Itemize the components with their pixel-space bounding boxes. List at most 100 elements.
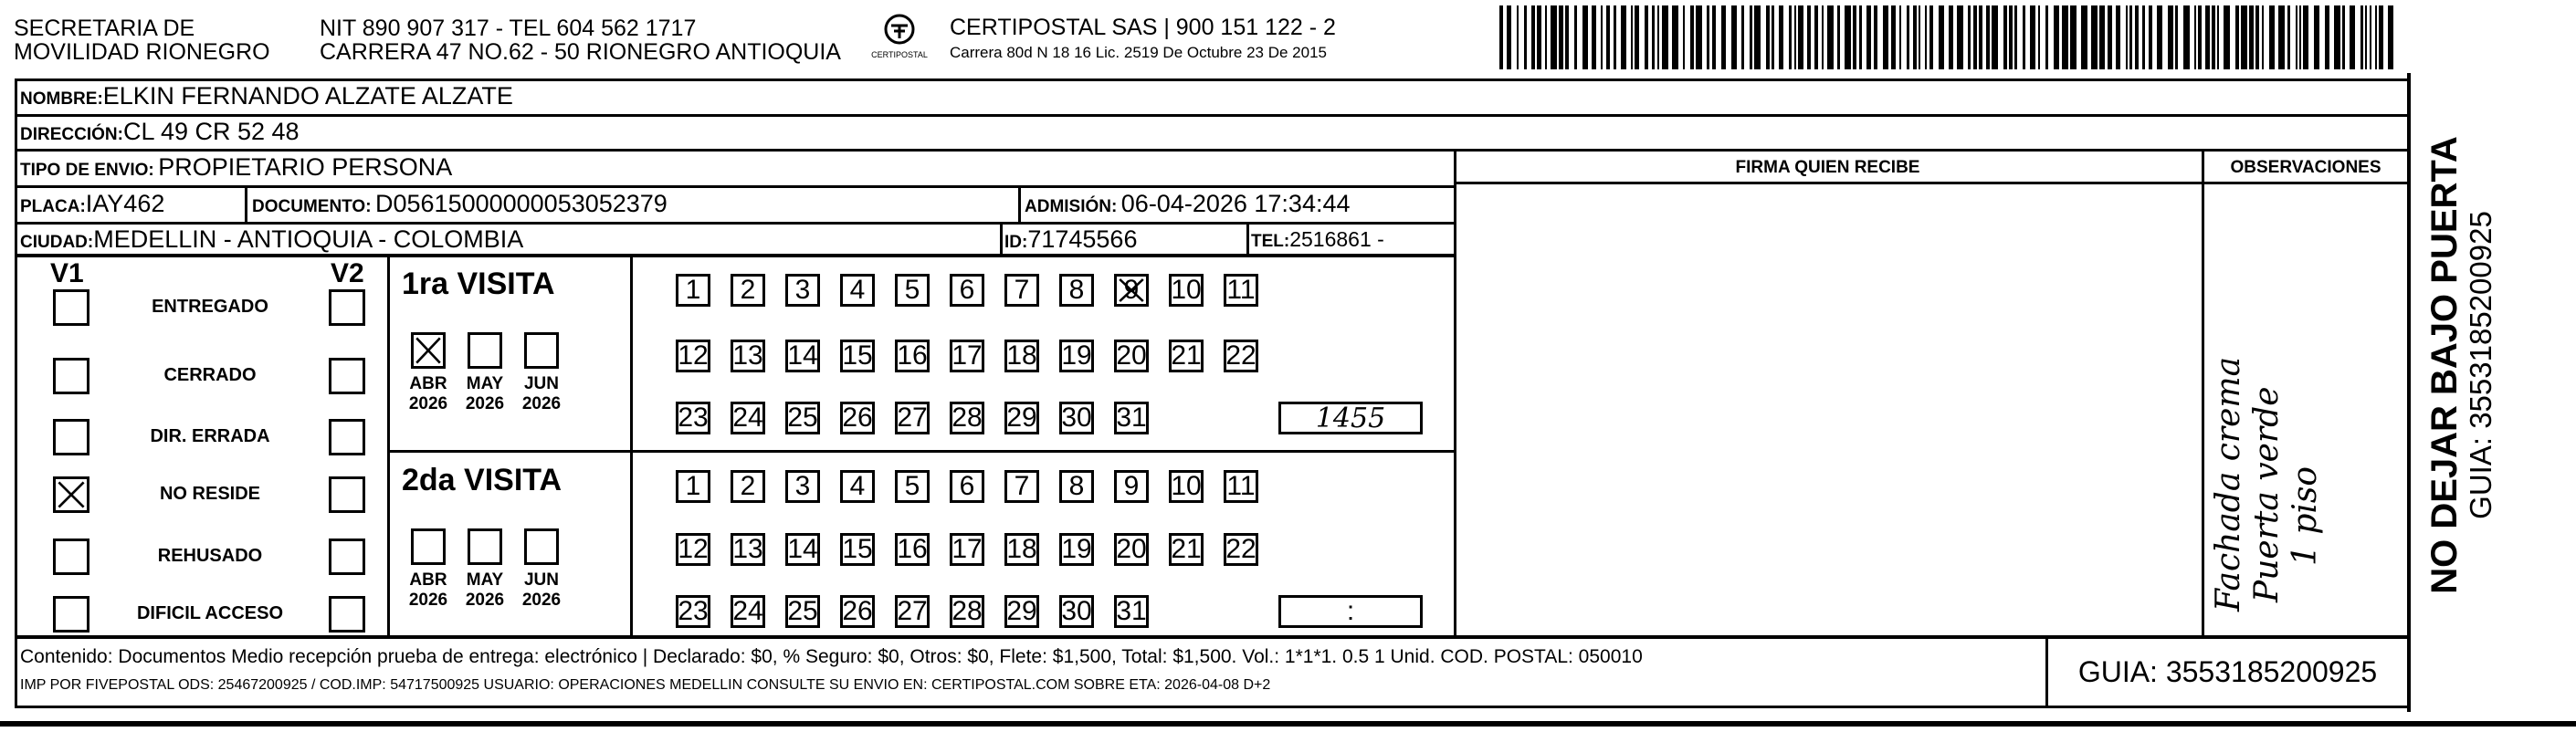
day-box[interactable]: 31	[1114, 595, 1149, 628]
day-box[interactable]: 21	[1169, 533, 1204, 566]
day-box[interactable]: 11	[1224, 274, 1258, 307]
month-checkbox[interactable]	[411, 528, 446, 565]
day-box[interactable]: 20	[1114, 533, 1149, 566]
time-box[interactable]: 1455	[1278, 402, 1423, 434]
day-box[interactable]: 16	[895, 533, 930, 566]
day-box[interactable]: 1	[676, 470, 710, 503]
v2-checkbox[interactable]	[329, 289, 365, 326]
day-box[interactable]: 31	[1114, 402, 1149, 434]
day-box[interactable]: 6	[950, 470, 984, 503]
day-box[interactable]: 24	[731, 402, 765, 434]
day-box[interactable]: 5	[895, 470, 930, 503]
day-box[interactable]: 30	[1059, 402, 1094, 434]
day-box[interactable]: 3	[785, 470, 820, 503]
day-box[interactable]: 16	[895, 340, 930, 372]
day-box[interactable]: 9	[1114, 274, 1149, 307]
day-box[interactable]: 11	[1224, 470, 1258, 503]
day-box[interactable]: 13	[731, 533, 765, 566]
day-box[interactable]: 25	[785, 402, 820, 434]
v1-checkbox[interactable]	[53, 476, 89, 513]
day-box[interactable]: 2	[731, 274, 765, 307]
day-box[interactable]: 27	[895, 595, 930, 628]
day-box[interactable]: 4	[840, 274, 875, 307]
day-box[interactable]: 7	[1004, 470, 1039, 503]
day-box[interactable]: 10	[1169, 470, 1204, 503]
v2-checkbox[interactable]	[329, 596, 365, 633]
day-box[interactable]: 1	[676, 274, 710, 307]
day-box[interactable]: 28	[950, 402, 984, 434]
signature-area[interactable]	[1461, 187, 2196, 633]
day-box[interactable]: 30	[1059, 595, 1094, 628]
day-box[interactable]: 22	[1224, 340, 1258, 372]
day-box[interactable]: 25	[785, 595, 820, 628]
day-box[interactable]: 29	[1004, 595, 1039, 628]
day-box[interactable]: 20	[1114, 340, 1149, 372]
v2-checkbox[interactable]	[329, 476, 365, 513]
day-box[interactable]: 19	[1059, 340, 1094, 372]
day-box[interactable]: 26	[840, 402, 875, 434]
day-box[interactable]: 22	[1224, 533, 1258, 566]
v1-checkbox[interactable]	[53, 358, 89, 394]
day-box[interactable]: 24	[731, 595, 765, 628]
day-box[interactable]: 18	[1004, 533, 1039, 566]
day-box[interactable]: 28	[950, 595, 984, 628]
day-box[interactable]: 18	[1004, 340, 1039, 372]
day-box[interactable]: 13	[731, 340, 765, 372]
month-checkbox[interactable]	[524, 528, 559, 565]
month-checkbox[interactable]	[468, 332, 502, 369]
day-box[interactable]: 12	[676, 340, 710, 372]
day-box[interactable]: 29	[1004, 402, 1039, 434]
day-box[interactable]: 6	[950, 274, 984, 307]
month-checkbox[interactable]	[524, 332, 559, 369]
barcode-bar	[2014, 5, 2017, 69]
v2-checkbox[interactable]	[329, 419, 365, 455]
barcode-bar	[2299, 5, 2301, 69]
day-box[interactable]: 23	[676, 402, 710, 434]
day-box[interactable]: 9	[1114, 470, 1149, 503]
month-checkbox[interactable]	[411, 332, 446, 369]
row-divider	[15, 635, 2411, 639]
day-box[interactable]: 3	[785, 274, 820, 307]
time-box[interactable]: :	[1278, 595, 1423, 628]
org-line-2: MOVILIDAD RIONEGRO	[14, 39, 270, 65]
barcode-bar	[1537, 5, 1541, 69]
barcode-bar	[1559, 5, 1563, 69]
id-field: ID:71745566	[1004, 225, 1138, 253]
v1-checkbox[interactable]	[53, 289, 89, 326]
day-box[interactable]: 12	[676, 533, 710, 566]
v2-checkbox[interactable]	[329, 539, 365, 575]
barcode-bar	[1499, 5, 1503, 69]
day-box[interactable]: 8	[1059, 470, 1094, 503]
barcode-bar	[2255, 5, 2259, 69]
day-box[interactable]: 5	[895, 274, 930, 307]
day-box[interactable]: 8	[1059, 274, 1094, 307]
day-box[interactable]: 2	[731, 470, 765, 503]
month-name: MAY	[466, 570, 504, 590]
v1-checkbox[interactable]	[53, 419, 89, 455]
day-box[interactable]: 21	[1169, 340, 1204, 372]
day-box[interactable]: 4	[840, 470, 875, 503]
day-box[interactable]: 17	[950, 533, 984, 566]
day-box[interactable]: 10	[1169, 274, 1204, 307]
day-box[interactable]: 14	[785, 340, 820, 372]
month-checkbox[interactable]	[468, 528, 502, 565]
day-box[interactable]: 19	[1059, 533, 1094, 566]
barcode-bar	[1807, 5, 1811, 69]
v1-checkbox[interactable]	[53, 539, 89, 575]
month-year: 2026	[408, 591, 448, 610]
barcode-bar	[1968, 5, 1971, 69]
barcode-bar	[2183, 5, 2190, 69]
day-box[interactable]: 7	[1004, 274, 1039, 307]
v2-checkbox[interactable]	[329, 358, 365, 394]
day-box[interactable]: 27	[895, 402, 930, 434]
day-box[interactable]: 26	[840, 595, 875, 628]
day-box[interactable]: 15	[840, 533, 875, 566]
day-box[interactable]: 23	[676, 595, 710, 628]
barcode-bar	[2287, 5, 2290, 69]
day-box[interactable]: 15	[840, 340, 875, 372]
row-divider	[15, 254, 1454, 257]
day-box[interactable]: 17	[950, 340, 984, 372]
day-box[interactable]: 14	[785, 533, 820, 566]
imp-line: IMP POR FIVEPOSTAL ODS: 25467200925 / CO…	[20, 677, 1271, 693]
v1-checkbox[interactable]	[53, 596, 89, 633]
